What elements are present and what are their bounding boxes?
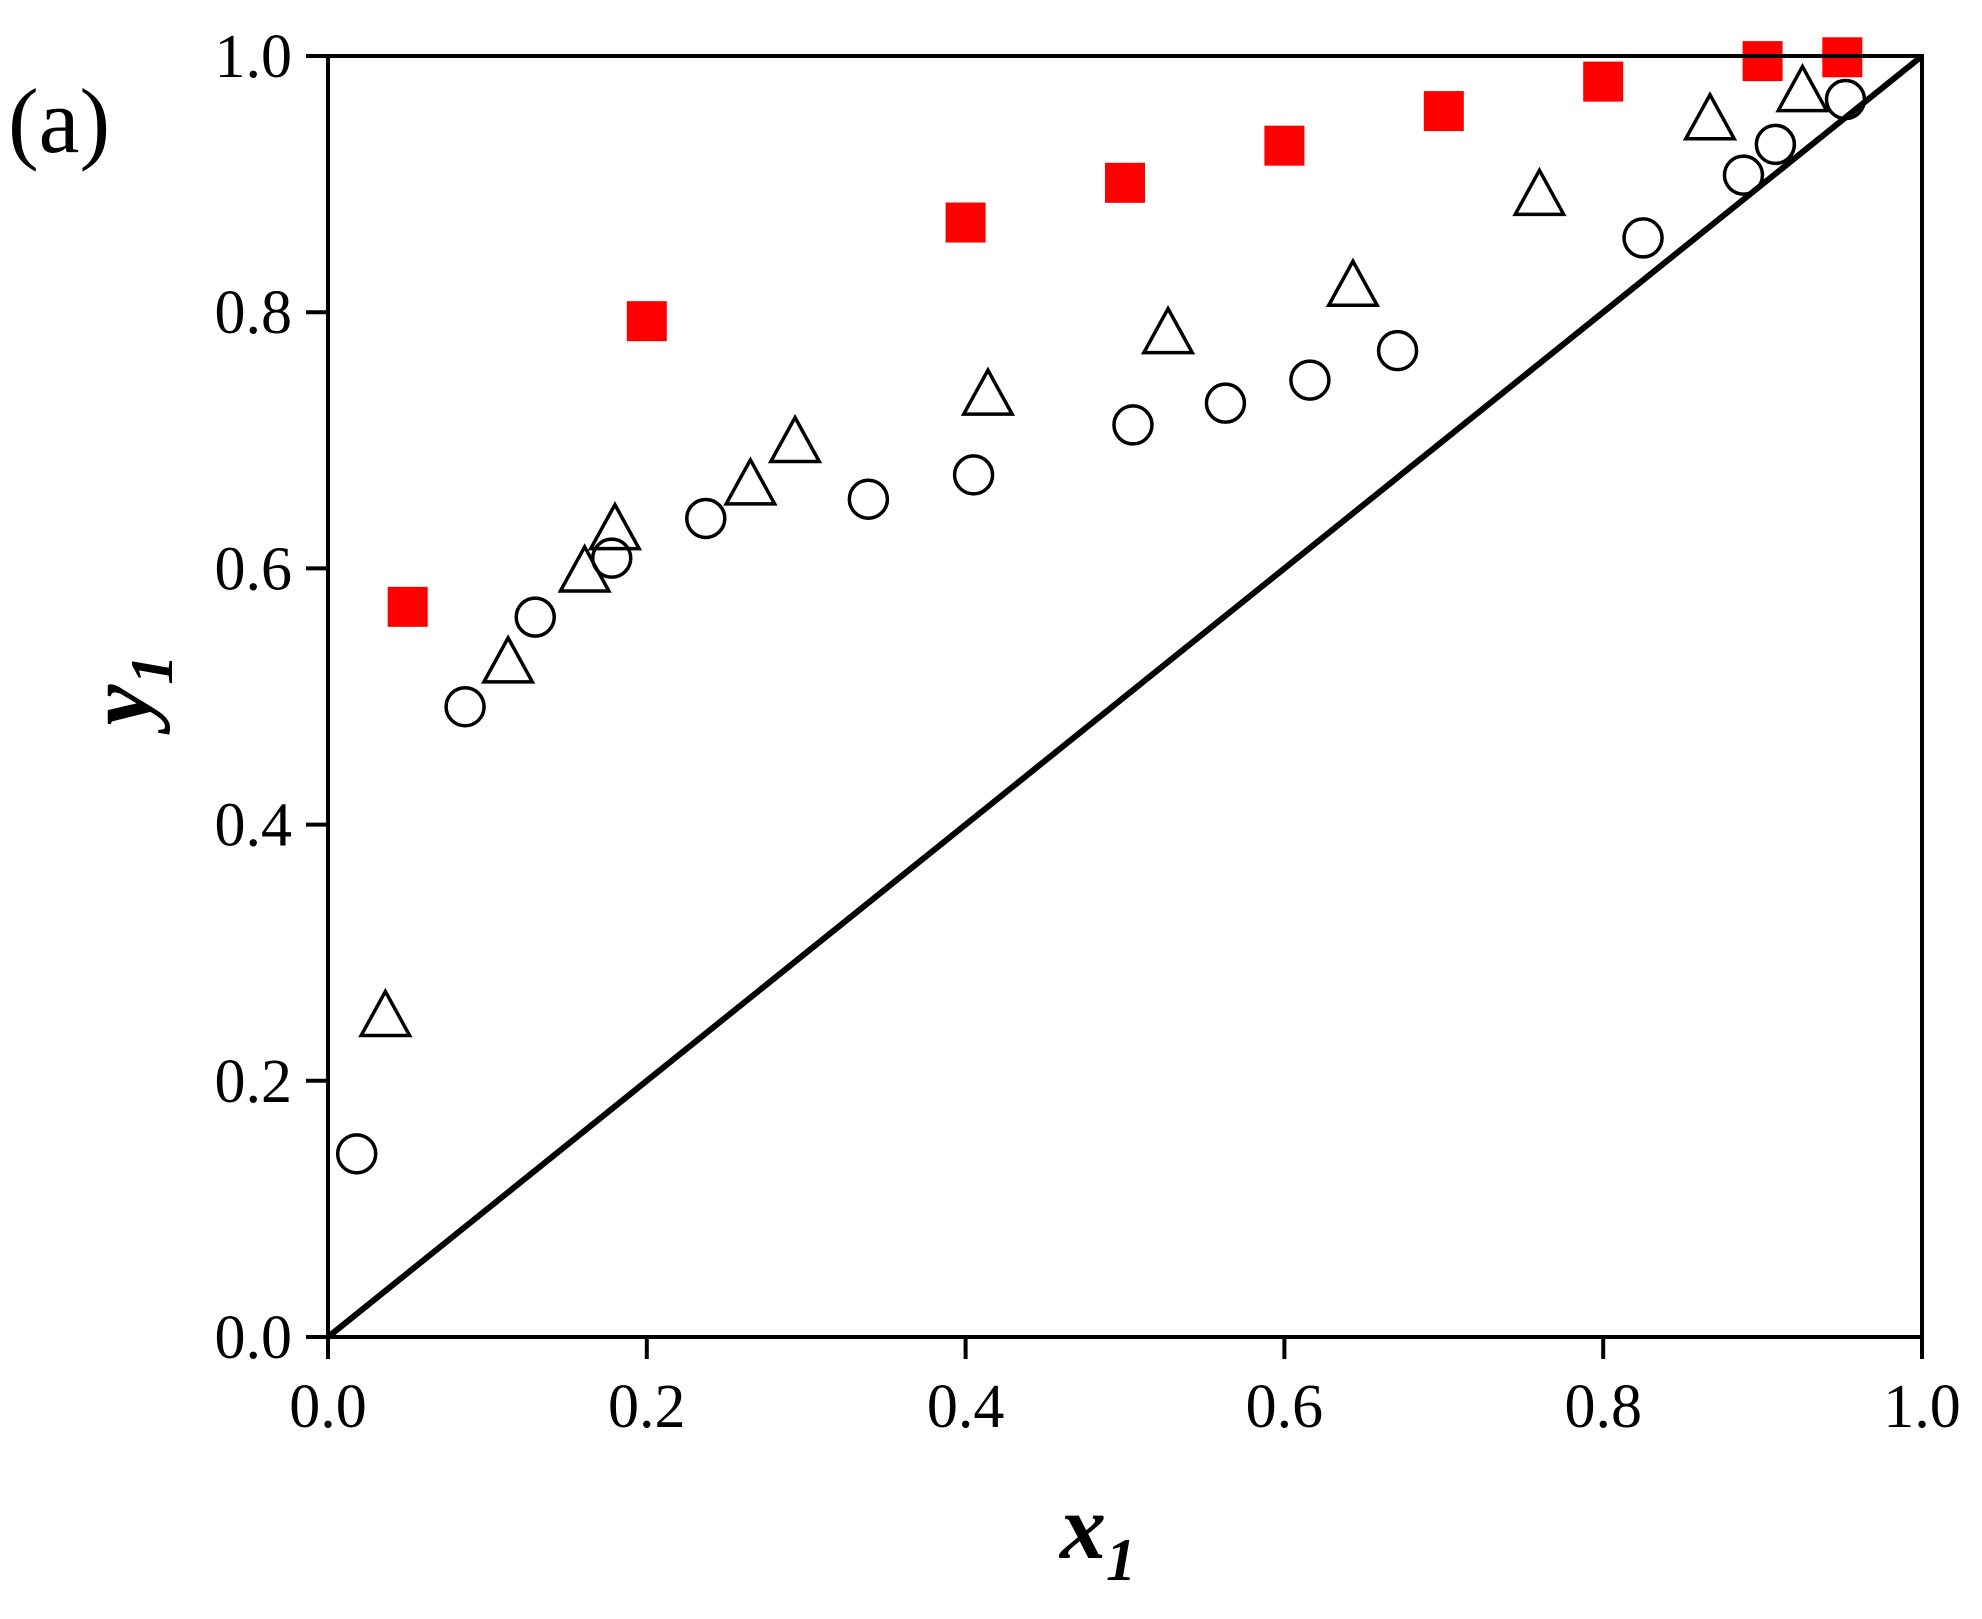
triangle-point: [1512, 166, 1567, 217]
x-axis-title-main: x: [1058, 1476, 1106, 1578]
square-point: [387, 586, 428, 627]
square-point: [1583, 61, 1624, 102]
circle-point: [514, 596, 556, 638]
x-tick-label: 0.8: [1564, 1373, 1642, 1441]
diagonal-line: [326, 53, 1924, 1340]
triangle-point: [1682, 91, 1738, 141]
circle-point: [590, 537, 633, 579]
square-point: [1105, 162, 1145, 203]
panel-label: (a): [8, 70, 110, 172]
x-tick-label: 0.0: [289, 1373, 367, 1441]
triangle-point: [960, 366, 1016, 416]
x-tick-label: 0.4: [927, 1373, 1005, 1441]
diagonal-layer: [326, 53, 1924, 1340]
y-axis-title-sub: 1: [119, 655, 185, 685]
plot-frame: [326, 54, 1924, 1339]
series-open-circle: [335, 78, 1867, 1175]
circle-point: [1204, 382, 1247, 424]
data-layer: [335, 37, 1867, 1175]
x-tick-label: 0.2: [608, 1373, 686, 1441]
circle-point: [1622, 217, 1664, 259]
circle-point: [1376, 329, 1419, 372]
circle-point: [444, 685, 486, 728]
x-tick-label: 1.0: [1883, 1373, 1961, 1441]
y-axis-title: y1: [68, 655, 185, 736]
triangle-point: [1140, 305, 1196, 355]
triangle-point: [1775, 62, 1830, 113]
circle-point: [1112, 404, 1154, 446]
triangle-point: [358, 987, 413, 1038]
circle-point: [1754, 123, 1797, 166]
circle-point: [335, 1133, 378, 1175]
square-point: [1423, 91, 1464, 132]
circle-point: [952, 454, 995, 496]
triangle-point: [480, 634, 536, 684]
circle-point: [847, 478, 890, 520]
square-point: [945, 202, 986, 243]
series-open-triangle: [358, 62, 1830, 1038]
x-tick-label: 0.6: [1246, 1373, 1324, 1441]
x-axis-title-sub: 1: [1106, 1527, 1136, 1593]
circle-point: [685, 497, 727, 540]
square-point: [1264, 125, 1305, 166]
triangle-point: [587, 501, 643, 551]
y-tick-label: 0.6: [215, 535, 293, 603]
triangle-point: [723, 456, 778, 506]
square-point: [1742, 41, 1783, 82]
y-tick-label: 0.0: [215, 1304, 293, 1372]
triangle-point: [557, 543, 612, 593]
ticks-layer: 0.0 0.2 0.4 0.6 0.8 1.0 0.0 0.2 0.4 0.6 0.8 1.0: [215, 23, 1961, 1441]
triangle-point: [1325, 257, 1381, 308]
x-axis-title: x1: [1058, 1476, 1136, 1593]
y-tick-label: 0.2: [215, 1048, 293, 1116]
triangle-point: [767, 413, 823, 464]
y-axis-title-main: y: [68, 683, 170, 735]
y-tick-label: 0.4: [215, 792, 293, 860]
circle-point: [1824, 78, 1867, 121]
y-tick-label: 0.8: [215, 279, 293, 347]
y-tick-label: 1.0: [215, 23, 293, 91]
circle-point: [1289, 359, 1331, 401]
circle-point: [1722, 154, 1765, 196]
square-point: [626, 301, 667, 342]
